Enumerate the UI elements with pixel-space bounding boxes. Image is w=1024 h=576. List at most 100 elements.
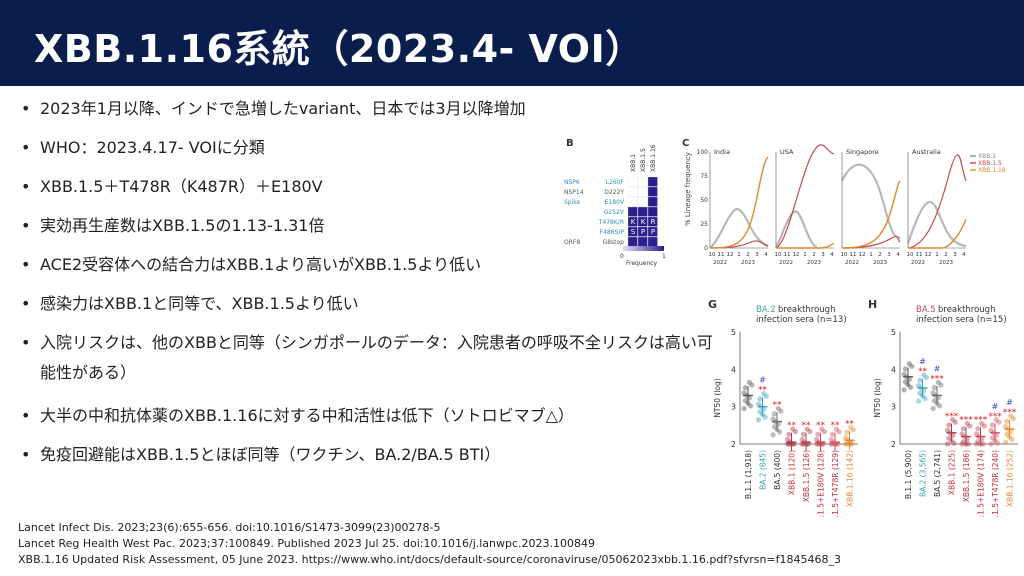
- heatmap-cell: [647, 236, 658, 247]
- x-tick-label: 10: [907, 252, 914, 258]
- data-point: [804, 426, 810, 432]
- data-point: [786, 431, 792, 437]
- data-point: [931, 385, 937, 391]
- xbb15-curve: [907, 154, 967, 249]
- data-point: [959, 431, 965, 437]
- bullet-marker: •: [21, 138, 31, 157]
- x-tick-label: 10: [841, 252, 848, 258]
- heatmap-cell: [647, 196, 658, 207]
- sample-group: [799, 426, 813, 452]
- bullet-marker: •: [21, 333, 31, 352]
- x-tick-label: 1: [869, 252, 873, 258]
- data-point: [935, 379, 941, 385]
- sample-group: [785, 426, 798, 452]
- data-point: [741, 405, 747, 412]
- data-point: [828, 436, 834, 443]
- y-axis-label: NT50 (log): [873, 378, 882, 417]
- data-point: [844, 429, 850, 436]
- bullet-item: • 実効再生産数はXBB.1.5の1.13-1.31倍: [18, 215, 708, 237]
- data-point: [843, 441, 849, 447]
- data-point: [951, 440, 957, 446]
- data-point: [800, 431, 806, 437]
- heatmap-mutation-label: G252V: [604, 209, 625, 216]
- y-tick-label: 2: [891, 440, 896, 449]
- heatmap-cell: [647, 176, 658, 187]
- panel-b-label: B: [566, 138, 574, 149]
- sample-group: [828, 426, 842, 452]
- panel-title-rest: breakthrough: [778, 305, 835, 315]
- data-point: [995, 440, 1001, 446]
- data-point: [981, 423, 987, 429]
- data-point: [770, 416, 776, 422]
- data-point: [815, 431, 821, 437]
- data-point: [989, 422, 995, 428]
- x-tick-label: 4: [896, 252, 900, 258]
- bullet-item: • 2023年1月以降、インドで急増したvariant、日本では3月以降増加: [18, 98, 708, 120]
- data-point: [988, 441, 994, 447]
- legend-label: XBB.1.5: [978, 160, 1002, 167]
- data-point: [996, 419, 1002, 425]
- sample-group: [741, 379, 755, 412]
- panel-title-rest: breakthrough: [938, 305, 995, 315]
- xbb116-curve: [709, 156, 769, 249]
- category-label: BA.5 (2,741): [933, 450, 942, 497]
- reference-item: Lancet Infect Dis. 2023;23(6):655-656. d…: [18, 521, 441, 534]
- data-point: [917, 390, 923, 396]
- significance-star: **: [816, 421, 826, 431]
- xbb15-curve: [841, 236, 901, 249]
- x-tick-label: 12: [859, 252, 866, 258]
- category-label: XBB.1.5 (186): [962, 450, 971, 502]
- bullet-marker: •: [21, 99, 31, 118]
- heatmap-cell-letter: S: [631, 228, 636, 236]
- category-label: XBB.1.16 (142): [846, 450, 855, 507]
- bullet-text: 実効再生産数はXBB.1.5の1.13-1.31倍: [40, 216, 325, 235]
- data-point: [742, 398, 748, 404]
- significance-star: **: [802, 421, 812, 431]
- bullet-text: 感染力はXBB.1と同等で、XBB.1.5より低い: [40, 294, 359, 313]
- category-label: XBB.1.5 (126): [802, 450, 811, 502]
- sample-group: [945, 417, 958, 447]
- x-tick-label: 10: [709, 252, 716, 258]
- sample-group: [988, 417, 1002, 447]
- data-point: [931, 398, 937, 404]
- significance-star: ***: [959, 416, 973, 426]
- x-tick-label: 4: [764, 252, 768, 258]
- y-tick-label: 0: [704, 245, 708, 252]
- data-point: [1010, 416, 1016, 422]
- year-label: 2023: [873, 260, 887, 266]
- data-point: [792, 429, 798, 435]
- sample-group: [930, 379, 944, 412]
- xbb1-curve: [841, 163, 901, 240]
- bullet-marker: •: [21, 255, 31, 274]
- significance-hash: #: [992, 402, 999, 411]
- data-point: [950, 417, 956, 423]
- xbb1-curve: [709, 208, 769, 249]
- data-point: [771, 424, 777, 430]
- data-point: [748, 403, 754, 409]
- significance-hash: #: [1006, 398, 1013, 407]
- heatmap-cell: [637, 206, 648, 217]
- data-point: [930, 405, 936, 412]
- heatmap-cell: [627, 186, 638, 197]
- year-label: 2023: [939, 260, 953, 266]
- data-point: [848, 424, 854, 430]
- xbb116-curve: [841, 180, 901, 249]
- data-point: [945, 427, 951, 433]
- heatmap-cell: [627, 176, 638, 187]
- significance-star: **: [787, 421, 797, 431]
- data-point: [989, 435, 995, 441]
- bullet-text: 入院リスクは、他のXBBと同等（シンガポールのデータ：入院患者の呼吸不全リスクは…: [40, 333, 713, 382]
- heatmap-gene-label: ORF8: [564, 239, 580, 246]
- year-label: 2022: [845, 260, 859, 266]
- heatmap-cell: [627, 226, 638, 237]
- bullet-marker: •: [21, 406, 31, 425]
- data-point: [975, 439, 981, 445]
- data-point: [901, 371, 907, 377]
- heatmap-cell: [647, 186, 658, 197]
- y-tick-label: 25: [700, 221, 708, 228]
- x-tick-label: 1: [803, 252, 807, 258]
- subplot-title: USA: [780, 148, 794, 156]
